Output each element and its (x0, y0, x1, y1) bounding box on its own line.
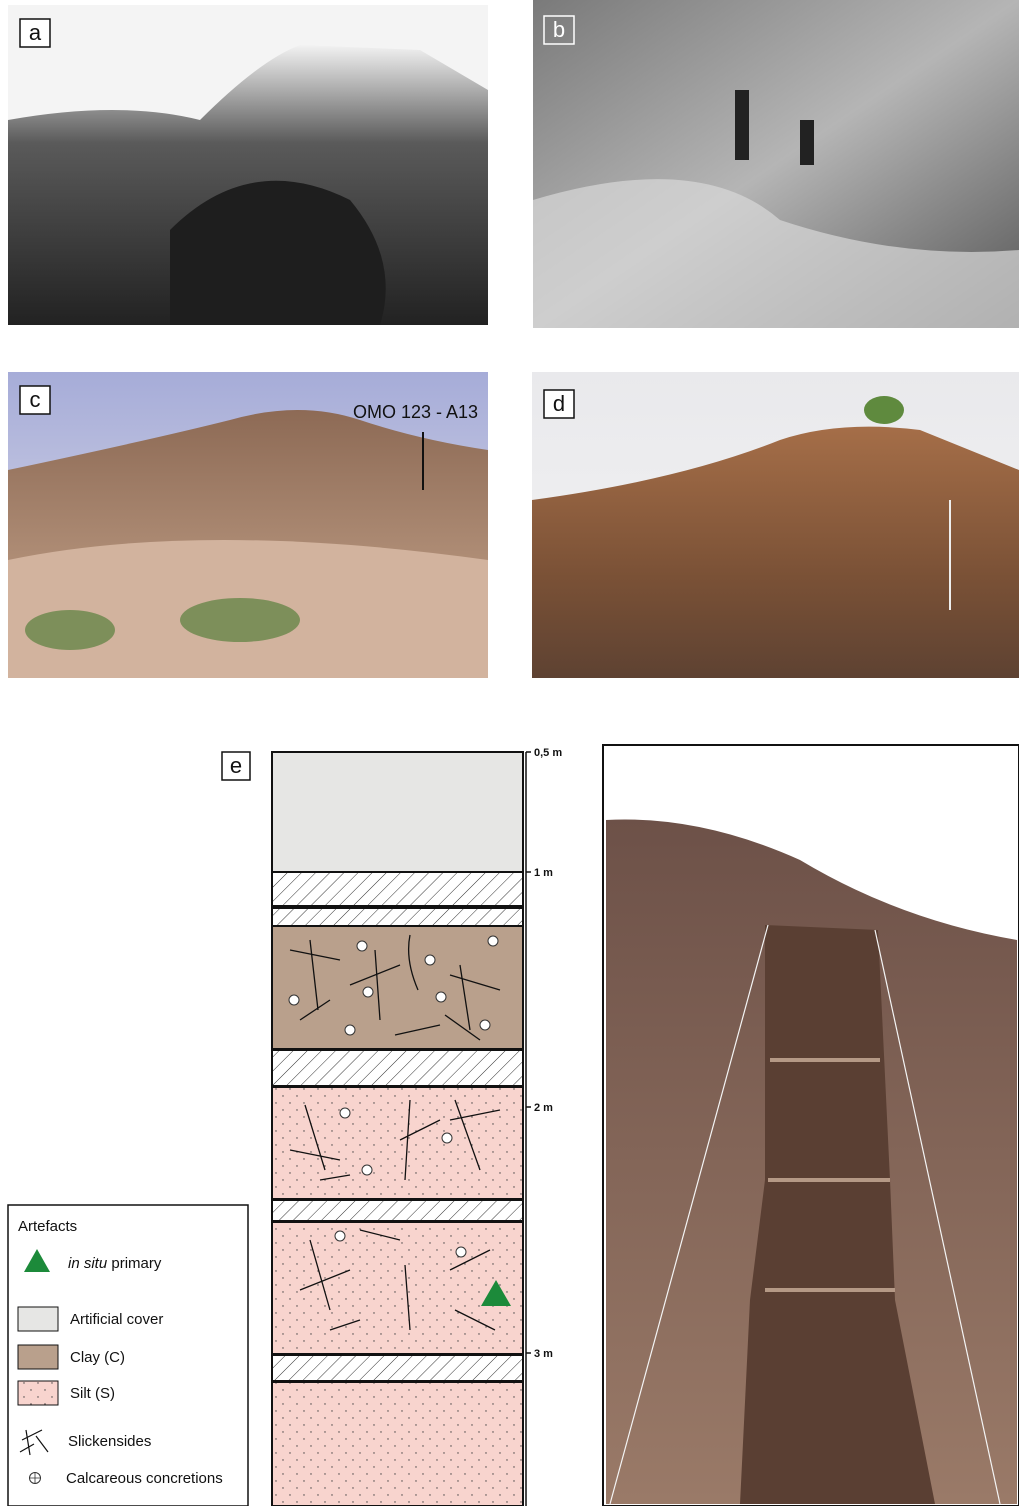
panel-label: e (230, 753, 242, 778)
scale-label: 2 m (534, 1102, 553, 1114)
legend-text: Slickensides (68, 1433, 151, 1450)
legend-swatch (18, 1345, 58, 1369)
concretion (340, 1108, 350, 1118)
legend-text-part: primary (111, 1255, 162, 1272)
concretion (289, 995, 299, 1005)
legend-italic: in situ (68, 1255, 108, 1272)
person (800, 120, 814, 165)
layer-silt (272, 1382, 523, 1506)
panel-label: c (30, 387, 41, 412)
concretion (442, 1133, 452, 1143)
layer-hatch (272, 872, 523, 906)
annotation: OMO 123 - A13 (353, 402, 478, 422)
photo-a (8, 5, 488, 325)
bush (25, 610, 115, 650)
layer-hatch (272, 1355, 523, 1381)
layer-hatch (272, 908, 523, 926)
legend-swatch (18, 1307, 58, 1331)
panel-label: d (553, 391, 565, 416)
legend-text: Silt (S) (70, 1385, 115, 1402)
concretion (425, 955, 435, 965)
legend-swatch (18, 1381, 58, 1405)
concretion (456, 1247, 466, 1257)
layer-cover (272, 752, 523, 872)
scale (526, 752, 531, 1506)
figure: a b OMO 123 - A13 c d e (0, 0, 1019, 1506)
scale-label: 3 m (534, 1348, 553, 1360)
concretion (363, 987, 373, 997)
layer-silt (272, 1087, 523, 1199)
scale-label: 1 m (534, 867, 553, 879)
layer-silt (272, 1222, 523, 1354)
concretion (480, 1020, 490, 1030)
bush (864, 396, 904, 424)
concretion (362, 1165, 372, 1175)
photo-trench (603, 745, 1019, 1506)
strat-column (272, 752, 523, 1506)
panel-label: a (29, 20, 42, 45)
person (735, 90, 749, 160)
legend-text: Calcareous concretions (66, 1470, 223, 1487)
concretion (345, 1025, 355, 1035)
bush (180, 598, 300, 642)
photo-b (533, 0, 1019, 328)
layer-hatch (272, 1200, 523, 1221)
layer-clay (272, 926, 523, 1049)
legend-title: Artefacts (18, 1218, 77, 1235)
concretion (436, 992, 446, 1002)
photo-d (532, 372, 1019, 678)
legend-text: in situ primary (68, 1255, 162, 1272)
layer-hatch (272, 1050, 523, 1086)
legend-text: Clay (C) (70, 1349, 125, 1366)
legend-text: Artificial cover (70, 1311, 163, 1328)
concretion (335, 1231, 345, 1241)
concretion (488, 936, 498, 946)
scale-label: 0,5 m (534, 747, 562, 759)
concretion (357, 941, 367, 951)
panel-label: b (553, 17, 565, 42)
